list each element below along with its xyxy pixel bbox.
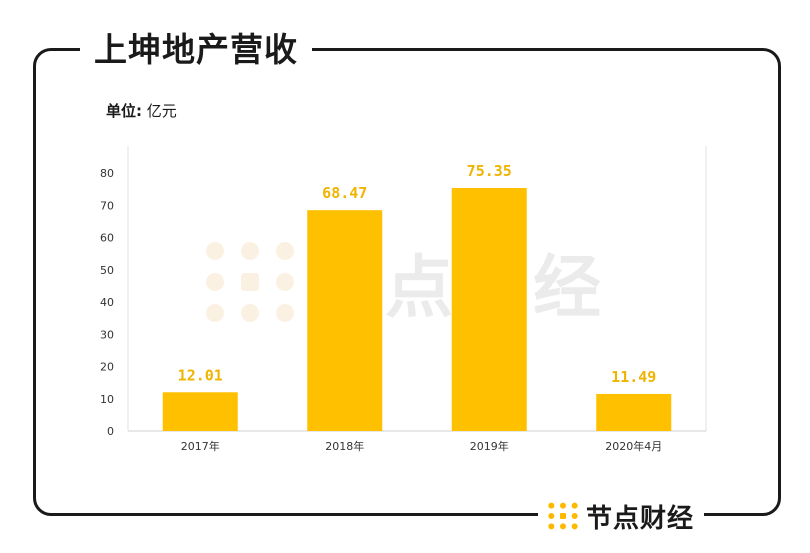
page-title: 上坤地产营收 xyxy=(94,30,298,69)
brand-name: 节点财经 xyxy=(586,503,695,534)
bar xyxy=(451,187,527,431)
y-tick-label: 50 xyxy=(100,264,114,277)
x-category-label: 2019年 xyxy=(470,439,509,453)
bar xyxy=(162,392,238,431)
unit-value: 亿元 xyxy=(146,102,177,120)
y-tick-label: 40 xyxy=(100,296,114,309)
bar xyxy=(307,210,383,431)
x-category-label: 2017年 xyxy=(181,439,220,453)
brand-footer: 节点财经 xyxy=(538,496,705,536)
y-tick-label: 80 xyxy=(100,167,114,180)
unit-note: 单位: 亿元 xyxy=(106,100,177,121)
node-logo-icon xyxy=(548,502,578,530)
y-tick-label: 30 xyxy=(100,328,114,341)
bar xyxy=(596,393,672,431)
x-category-label: 2020年4月 xyxy=(605,439,662,453)
bar-value-label: 75.35 xyxy=(467,162,512,180)
bar-value-label: 12.01 xyxy=(178,366,223,384)
chart-frame xyxy=(33,48,781,516)
y-tick-label: 20 xyxy=(100,361,114,374)
bar-value-label: 68.47 xyxy=(322,184,367,202)
y-tick-label: 70 xyxy=(100,199,114,212)
x-category-label: 2018年 xyxy=(325,439,364,453)
bar-value-label: 11.49 xyxy=(611,368,656,386)
title-container: 上坤地产营收 xyxy=(80,22,312,78)
y-tick-label: 10 xyxy=(100,393,114,406)
y-tick-label: 60 xyxy=(100,232,114,245)
y-tick-label: 0 xyxy=(107,425,114,438)
unit-label: 单位: xyxy=(106,102,142,120)
